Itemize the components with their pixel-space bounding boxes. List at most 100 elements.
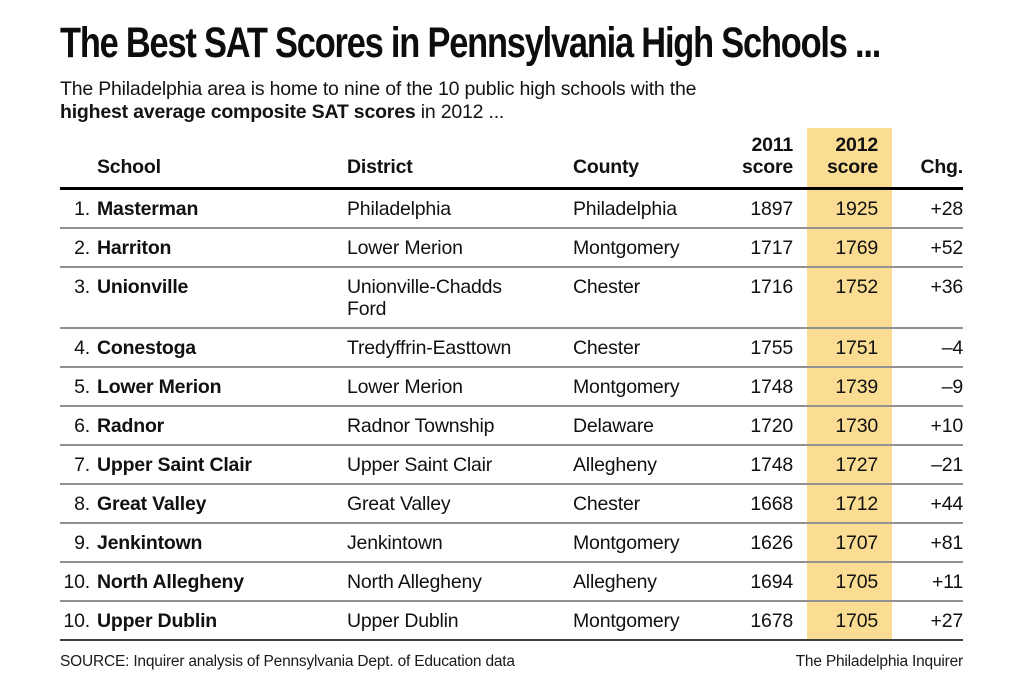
footer: SOURCE: Inquirer analysis of Pennsylvani… [60, 653, 963, 671]
cell-rank: 10. [63, 570, 90, 593]
cell-rank: 5. [74, 375, 90, 398]
cell-county: Chester [573, 492, 640, 515]
cell-school: Lower Merion [97, 375, 222, 398]
header-2011-word: score [741, 156, 793, 178]
cell-district: Radnor Township [347, 414, 495, 437]
cell-district: Jenkintown [347, 531, 443, 554]
table-row: 4. Conestoga Tredyffrin-Easttown Chester 175… [60, 328, 963, 367]
cell-school: Radnor [97, 414, 165, 437]
subtitle-tail-text: in 2012 ... [415, 101, 505, 123]
cell-district: Philadelphia [347, 197, 451, 220]
credit: The Philadelphia Inquirer [795, 653, 964, 670]
cell-county: Montgomery [573, 375, 680, 398]
cell-change: +10 [930, 414, 964, 437]
cell-county: Montgomery [573, 531, 680, 554]
cell-rank: 10. [63, 609, 90, 632]
cell-score2011: 1678 [750, 609, 793, 632]
cell-change: +11 [931, 570, 963, 593]
cell-rank: 1. [74, 197, 90, 220]
cell-school: Jenkintown [97, 531, 203, 554]
cell-school: Harriton [97, 236, 172, 259]
cell-score2012: 1751 [807, 328, 892, 367]
cell-score2011: 1716 [750, 275, 793, 298]
cell-change: +44 [930, 492, 964, 515]
cell-rank: 4. [74, 336, 90, 359]
cell-county: Chester [573, 275, 640, 298]
cell-county: Montgomery [573, 609, 680, 632]
subtitle: The Philadelphia area is home to nine of… [60, 78, 963, 124]
cell-score2012: 1752 [807, 267, 892, 328]
cell-score2011: 1668 [750, 492, 793, 515]
cell-rank: 3. [74, 275, 90, 298]
cell-score2012: 1925 [807, 188, 892, 228]
subtitle-line-1: The Philadelphia area is home to nine of… [60, 78, 697, 100]
cell-rank: 9. [74, 531, 90, 554]
cell-change: –4 [941, 336, 963, 359]
cell-change: –21 [931, 453, 963, 476]
cell-district: Upper Saint Clair [347, 453, 493, 476]
cell-score2011: 1717 [750, 236, 793, 259]
table-row: 2. Harriton Lower Merion Montgomery 1717 1769… [60, 228, 963, 267]
cell-score2012: 1727 [807, 445, 892, 484]
table-row: 10. Upper Dublin Upper Dublin Montgomery 167… [60, 601, 963, 640]
cell-rank: 7. [74, 453, 90, 476]
header-change: Chg. [920, 156, 963, 178]
cell-rank: 6. [74, 414, 90, 437]
table-body: 1. Masterman Philadelphia Philadelphia 1897 1… [60, 188, 964, 640]
table-row: 9. Jenkintown Jenkintown Montgomery 1626 1707… [60, 523, 963, 562]
cell-score2012: 1769 [807, 228, 892, 267]
cell-score2011: 1748 [750, 453, 793, 476]
cell-score2012: 1705 [807, 601, 892, 640]
cell-district: Lower Merion [347, 375, 463, 398]
cell-school: Unionville [97, 275, 189, 298]
cell-change: +27 [930, 609, 964, 632]
cell-school: Upper Saint Clair [97, 453, 252, 476]
header-2012-word: score [826, 156, 878, 178]
cell-score2011: 1720 [750, 414, 793, 437]
cell-score2012: 1707 [807, 523, 892, 562]
cell-score2012: 1739 [807, 367, 892, 406]
table-row: 1. Masterman Philadelphia Philadelphia 1897 1… [60, 188, 964, 228]
cell-score2012: 1712 [807, 484, 892, 523]
cell-district: Tredyffrin-Easttown [347, 336, 512, 359]
cell-score2011: 1755 [750, 336, 793, 359]
cell-change: +28 [930, 197, 964, 220]
table-header-row: School District County 2011 score 2012 sco… [60, 128, 963, 189]
header-2011-score: 2011 score [720, 128, 807, 189]
sat-scores-table: School District County 2011 score 2012 sco… [60, 128, 963, 641]
header-2011-year: 2011 [751, 134, 793, 156]
cell-change: +36 [930, 275, 964, 298]
table-row: 7. Upper Saint Clair Upper Saint Clair Alle… [60, 445, 963, 484]
cell-district: North Allegheny [347, 570, 482, 593]
header-2012-score: 2012 score [807, 128, 892, 189]
cell-score2011: 1748 [750, 375, 793, 398]
header-2012-year: 2012 [835, 134, 878, 156]
cell-change: +52 [930, 236, 964, 259]
cell-score2011: 1694 [750, 570, 793, 593]
table-row: 8. Great Valley Great Valley Chester 1668 171… [60, 484, 963, 523]
cell-county: Montgomery [573, 236, 680, 259]
subtitle-line-2: highest average composite SAT scores in … [60, 101, 963, 124]
table-row: 5. Lower Merion Lower Merion Montgomery 1748… [60, 367, 963, 406]
cell-rank: 8. [74, 492, 90, 515]
subtitle-bold-text: highest average composite SAT scores [60, 101, 416, 123]
cell-county: Delaware [573, 414, 654, 437]
cell-district: Lower Merion [347, 236, 463, 259]
cell-county: Allegheny [573, 453, 657, 476]
header-district: District [347, 156, 413, 178]
table-row: 6. Radnor Radnor Township Delaware 1720 1730 +… [60, 406, 963, 445]
cell-district: Great Valley [347, 492, 451, 515]
cell-score2012: 1705 [807, 562, 892, 601]
cell-school: Upper Dublin [97, 609, 218, 632]
page-title: The Best SAT Scores in Pennsylvania High… [60, 19, 881, 67]
cell-change: +81 [930, 531, 964, 554]
table-row: 3. Unionville Unionville-Chadds Ford Cheste… [60, 267, 963, 328]
cell-school: North Allegheny [97, 570, 244, 593]
cell-change: –9 [941, 375, 963, 398]
cell-county: Chester [573, 336, 640, 359]
cell-score2011: 1626 [750, 531, 793, 554]
header-school: School [97, 156, 161, 178]
cell-county: Allegheny [573, 570, 657, 593]
cell-school: Great Valley [97, 492, 207, 515]
